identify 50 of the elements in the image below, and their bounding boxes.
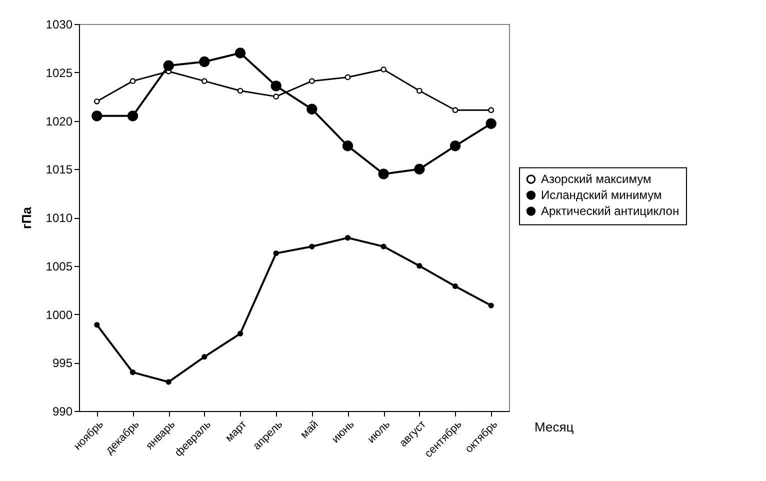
y-axis-title: гПа [18,206,34,229]
y-tick-label: 1015 [46,162,73,177]
point [488,302,494,308]
y-tick-label: 1005 [46,259,73,274]
point [344,234,351,241]
point [166,379,172,385]
point [199,56,210,68]
point [378,168,389,180]
point [94,98,100,104]
point [380,244,386,250]
point [308,78,315,84]
point [237,330,244,336]
point [450,140,461,152]
point [416,263,422,269]
point [306,104,318,114]
point [92,110,102,122]
point [452,283,458,290]
point [94,322,100,328]
point [273,94,280,100]
y-tick-label: 1030 [46,18,73,32]
point [202,354,208,360]
y-tick-label: 1025 [46,66,73,80]
y-tick-label: 1010 [46,211,73,225]
point [414,164,425,174]
point [270,80,282,92]
point [201,78,208,84]
point [234,48,246,58]
point [309,244,315,250]
point [380,66,387,72]
legend-label: Исландский минимум [541,188,662,202]
y-tick-label: 1000 [46,308,73,322]
point [344,74,351,80]
y-tick-label: 1020 [46,114,73,128]
point [416,88,422,94]
y-tick-label: 990 [52,404,73,418]
point [452,107,458,114]
x-tick-label: май [298,418,321,442]
point [163,60,174,71]
y-tick-label: 995 [52,356,73,370]
point [130,78,136,84]
point [127,110,138,122]
legend-label: Арктический антициклон [541,204,680,218]
point [237,88,244,94]
point [486,118,496,129]
point [273,250,279,256]
x-axis-title: Месяц [534,420,574,434]
point [342,140,354,152]
point [130,369,136,376]
point [488,107,494,114]
legend-label: Азорский максимум [541,172,652,186]
